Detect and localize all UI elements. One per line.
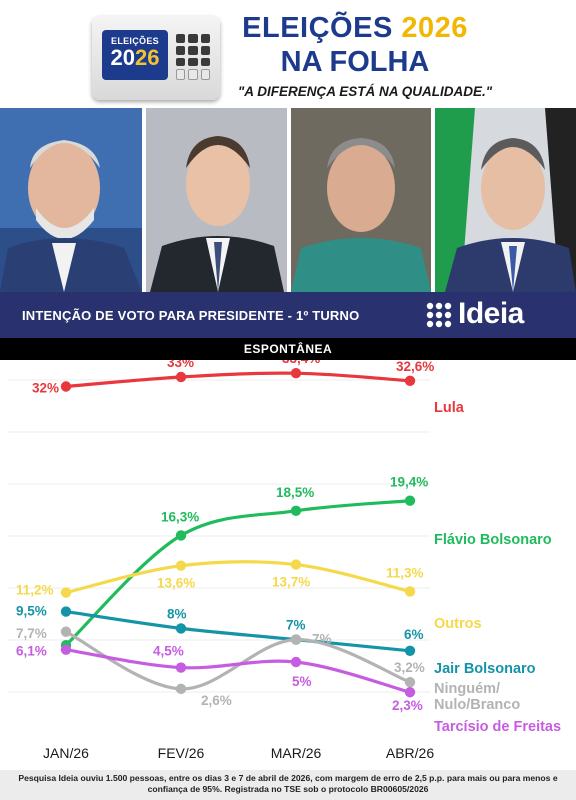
data-label-lula: 33,4% — [282, 360, 320, 366]
data-point-jair-bolsonaro — [404, 645, 416, 656]
subtitle-bar: ESPONTÂNEA — [0, 338, 576, 360]
data-point-fl-vio-bolsonaro — [290, 505, 302, 516]
subtitle-text: ESPONTÂNEA — [243, 342, 333, 356]
data-label-fl-vio-bolsonaro: 16,3% — [161, 509, 199, 524]
candidate-photo-jair — [291, 108, 431, 292]
data-label-tarc-sio-de-freitas: 4,5% — [153, 644, 184, 659]
data-label-lula: 32% — [32, 381, 59, 396]
data-label-tarc-sio-de-freitas: 2,3% — [392, 698, 423, 713]
chart-title: INTENÇÃO DE VOTO PARA PRESIDENTE - 1º TU… — [22, 308, 360, 323]
ideia-brand-text: Ideia — [458, 297, 524, 330]
data-label-outros: 13,6% — [157, 576, 195, 591]
legend-label-tarc-sio-de-freitas: Tarcísio de Freitas — [434, 719, 561, 735]
data-label-lula: 32,6% — [396, 360, 434, 374]
data-point-outros — [290, 559, 302, 570]
candidate-photo-lula — [0, 108, 142, 292]
x-tick-label: FEV/26 — [158, 745, 205, 761]
ideia-logo-icon — [426, 302, 452, 328]
line-chart: 32% 33% 33,4% 32,6% Lula 16,3% 18,5% 19,4% Flávi… — [8, 360, 561, 761]
data-label-outros: 11,3% — [386, 565, 424, 580]
data-point-lula — [290, 368, 302, 379]
logo-small-text: ELEIÇÕES — [111, 36, 159, 46]
data-label-ningu-m-nulo-branco: 3,2% — [394, 660, 425, 675]
data-point-jair-bolsonaro — [60, 606, 72, 617]
legend-label-outros: Outros — [434, 616, 482, 632]
legend-label-jair-bolsonaro: Jair Bolsonaro — [434, 661, 536, 677]
data-label-jair-bolsonaro: 7% — [286, 618, 306, 633]
legend-label-ningu-m-nulo-branco: Ninguém/ — [434, 681, 500, 697]
data-label-ningu-m-nulo-branco: 2,6% — [201, 693, 232, 708]
data-label-fl-vio-bolsonaro: 19,4% — [390, 475, 428, 490]
series-line-jair-bolsonaro — [64, 610, 412, 653]
data-point-ningu-m-nulo-branco — [404, 676, 416, 688]
candidate-photos — [0, 108, 576, 292]
data-label-ningu-m-nulo-branco: 7,7% — [16, 626, 47, 641]
header-subtitle: NA FOLHA — [280, 46, 430, 78]
data-point-fl-vio-bolsonaro — [175, 530, 187, 541]
data-label-jair-bolsonaro: 6% — [404, 627, 424, 642]
ballot-keypad-icon — [176, 34, 210, 80]
footer: Pesquisa Ideia ouviu 1.500 pessoas, entr… — [0, 770, 576, 800]
data-point-outros — [175, 560, 187, 571]
x-tick-label: JAN/26 — [43, 745, 89, 761]
data-label-ningu-m-nulo-branco: 7% — [312, 632, 332, 647]
header-title: ELEIÇÕES 2026 — [242, 12, 468, 44]
ballot-box-logo: ELEIÇÕES 2026 — [92, 16, 220, 100]
data-point-ningu-m-nulo-branco — [60, 626, 72, 637]
legend-label-lula: Lula — [434, 400, 465, 416]
data-point-outros — [404, 586, 416, 597]
x-tick-label: ABR/26 — [386, 745, 434, 761]
data-point-tarc-sio-de-freitas — [175, 662, 187, 673]
footer-note: Pesquisa Ideia ouviu 1.500 pessoas, entr… — [18, 773, 558, 794]
data-label-jair-bolsonaro: 9,5% — [16, 604, 47, 619]
logo-year: 2026 — [110, 45, 160, 70]
data-point-lula — [175, 371, 187, 383]
data-point-lula — [60, 381, 72, 392]
title-bar: INTENÇÃO DE VOTO PARA PRESIDENTE - 1º TU… — [0, 292, 576, 338]
data-label-lula: 33% — [167, 360, 194, 370]
legend-label-fl-vio-bolsonaro: Flávio Bolsonaro — [434, 532, 552, 548]
data-point-fl-vio-bolsonaro — [404, 495, 416, 506]
header: ELEIÇÕES 2026 ELEIÇÕES 2026 NA FOLHA "A … — [0, 0, 576, 108]
data-label-outros: 13,7% — [272, 575, 310, 590]
series-line-tarc-sio-de-freitas — [64, 648, 412, 694]
ideia-brand: Ideia — [424, 297, 524, 330]
x-tick-label: MAR/26 — [271, 745, 322, 761]
data-point-lula — [404, 375, 416, 386]
legend-label-ningu-m-nulo-branco: Nulo/Branco — [434, 697, 520, 713]
data-label-outros: 11,2% — [16, 583, 54, 598]
data-label-tarc-sio-de-freitas: 5% — [292, 674, 312, 689]
logo-screen: ELEIÇÕES 2026 — [102, 30, 168, 80]
data-point-ningu-m-nulo-branco — [290, 634, 302, 645]
data-label-jair-bolsonaro: 8% — [167, 606, 187, 621]
series-line-fl-vio-bolsonaro — [64, 499, 412, 647]
data-label-tarc-sio-de-freitas: 6,1% — [16, 644, 47, 659]
header-slogan: "A DIFERENÇA ESTÁ NA QUALIDADE." — [237, 84, 493, 99]
data-point-outros — [60, 587, 72, 598]
data-point-jair-bolsonaro — [175, 623, 187, 634]
series-line-outros — [64, 560, 412, 595]
candidate-photo-tarcisio — [435, 108, 576, 292]
data-point-tarc-sio-de-freitas — [290, 656, 302, 668]
data-point-ningu-m-nulo-branco — [175, 683, 187, 695]
data-label-fl-vio-bolsonaro: 18,5% — [276, 485, 314, 500]
data-point-tarc-sio-de-freitas — [404, 687, 416, 698]
candidate-photo-flavio — [146, 108, 287, 292]
series-line-lula — [64, 371, 412, 389]
data-point-tarc-sio-de-freitas — [60, 644, 72, 655]
